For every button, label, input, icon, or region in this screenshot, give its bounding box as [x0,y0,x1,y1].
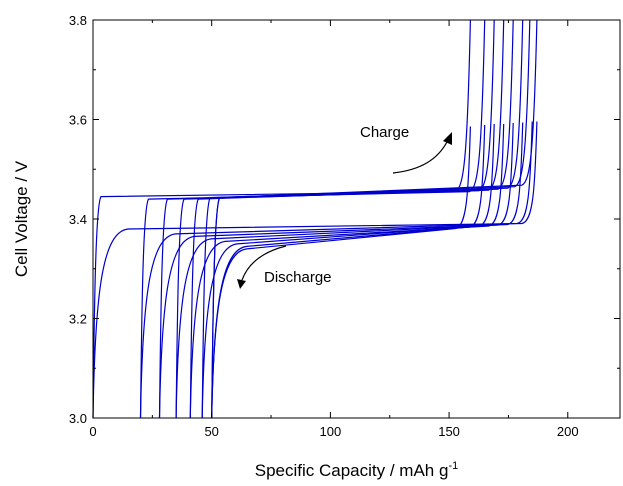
discharge-curve [211,126,471,419]
charge-curve [211,19,538,419]
y-axis-title: Cell Voltage / V [12,160,31,277]
y-tick-label: 3.8 [69,13,87,28]
discharge-annotation: Discharge [264,269,332,286]
x-axis-title-text: Specific Capacity / mAh g [255,461,449,480]
y-tick-label: 3.0 [69,411,87,426]
discharge-curve [211,124,486,419]
charge-arrow [392,139,449,174]
charge-arrowhead [443,132,452,145]
x-axis-title: Specific Capacity / mAh g-1 [255,460,458,480]
y-axis-ticks: 3.0 3.2 3.4 3.6 3.8 [69,13,620,426]
charge-curve [158,19,495,419]
y-tick-label: 3.4 [69,212,87,227]
charge-curve [92,19,471,419]
discharge-curve [189,123,505,419]
x-tick-label: 0 [89,424,96,439]
discharge-curve [158,122,524,419]
charge-curve [189,19,514,419]
plot-frame [92,19,621,419]
x-tick-label: 200 [557,424,579,439]
charge-curve [175,19,505,419]
x-tick-label: 100 [320,424,342,439]
x-axis-title-superscript: -1 [448,460,458,472]
discharge-arrow [241,245,287,281]
charge-curve [211,19,531,419]
x-axis-ticks: 0 50 100 150 200 [89,20,579,439]
discharge-curve [92,121,538,419]
discharge-curve [175,122,514,419]
charge-annotation: Charge [360,124,409,141]
x-tick-label: 50 [204,424,218,439]
x-tick-label: 150 [438,424,460,439]
y-tick-label: 3.2 [69,312,87,327]
charge-curve [139,19,486,419]
discharge-curve [139,121,533,419]
charge-curve [201,19,524,419]
discharge-arrowhead [237,279,246,289]
discharge-curve [201,123,495,419]
y-tick-label: 3.6 [69,113,87,128]
curve-series-group [92,19,538,419]
